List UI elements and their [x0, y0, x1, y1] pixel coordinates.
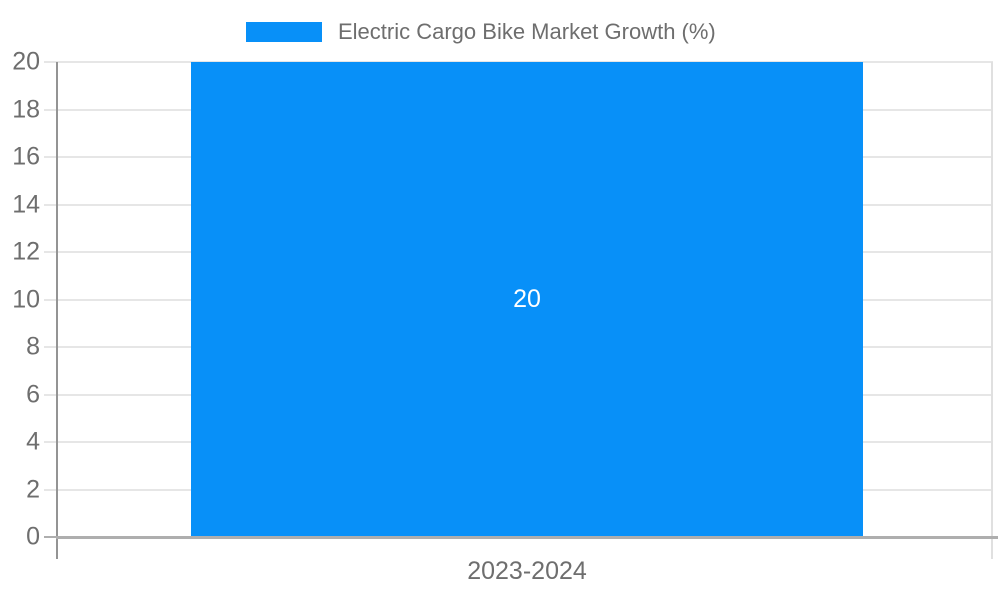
y-tick-label: 16	[12, 142, 40, 171]
y-tick-label: 10	[12, 285, 40, 314]
y-tick-label: 14	[12, 190, 40, 219]
x-axis-category-label: 2023-2024	[467, 557, 587, 585]
y-tick-mark	[44, 441, 57, 443]
y-tick-mark	[44, 346, 57, 348]
y-tick-label: 0	[26, 522, 40, 551]
bar-value-label: 20	[513, 284, 541, 313]
y-tick-mark	[44, 204, 57, 206]
y-tick-label: 18	[12, 95, 40, 124]
legend-swatch	[246, 22, 322, 42]
legend[interactable]: Electric Cargo Bike Market Growth (%)	[246, 14, 716, 50]
y-tick-mark	[44, 156, 57, 158]
y-tick-label: 2	[26, 475, 40, 504]
legend-label: Electric Cargo Bike Market Growth (%)	[338, 19, 716, 44]
y-tick-mark	[44, 251, 57, 253]
y-tick-label: 6	[26, 380, 40, 409]
y-tick-mark	[44, 61, 57, 63]
bar-2023-2024[interactable]: 20	[191, 62, 863, 536]
y-tick-label: 8	[26, 332, 40, 361]
y-tick-mark	[44, 109, 57, 111]
y-tick-mark	[44, 394, 57, 396]
y-tick-label: 4	[26, 427, 40, 456]
y-tick-label: 20	[12, 47, 40, 76]
y-axis-line	[56, 62, 58, 559]
y-tick-mark	[44, 536, 57, 538]
x-axis-baseline	[56, 536, 998, 539]
y-tick-mark	[44, 299, 57, 301]
y-tick-label: 12	[12, 237, 40, 266]
y-tick-mark	[44, 489, 57, 491]
right-edge-line	[991, 62, 993, 559]
